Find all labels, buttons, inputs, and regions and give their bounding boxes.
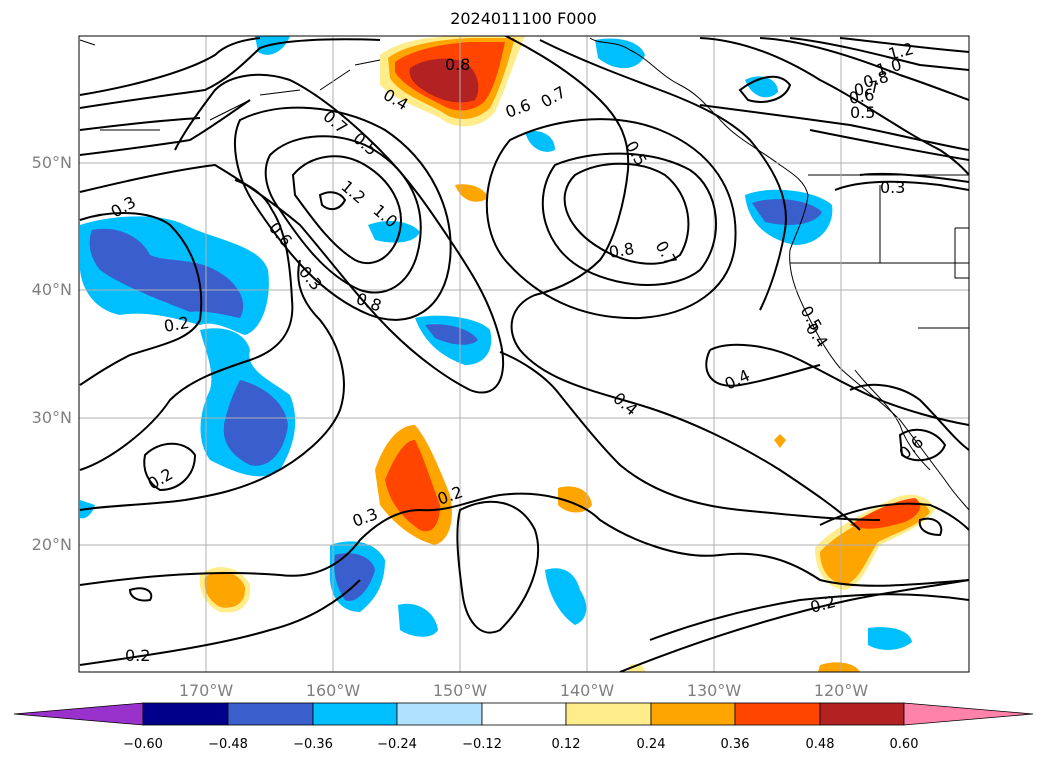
map-title: 2024011100 F000 bbox=[450, 9, 597, 28]
contour-label: 0.5 bbox=[349, 129, 381, 160]
lat-label: 30°N bbox=[31, 408, 72, 427]
contour-label: 0.6 bbox=[265, 218, 296, 250]
colorbar-tick-label: 0.36 bbox=[720, 737, 750, 752]
lat-label: 50°N bbox=[31, 153, 72, 172]
colorbar-tick-label: −0.36 bbox=[293, 737, 333, 752]
colorbar-extend-high bbox=[903, 702, 1034, 726]
contour-label: 0.4 bbox=[609, 389, 641, 420]
contour-label: 0.8 bbox=[445, 55, 470, 74]
contour-lines bbox=[79, 36, 969, 672]
colorbar-tick-label: 0.60 bbox=[889, 737, 919, 752]
lon-label: 130°W bbox=[686, 681, 742, 700]
contour-label: 0.2 bbox=[162, 313, 190, 336]
contour-label: 0.8 bbox=[607, 239, 635, 262]
colorbar-tick-label: −0.48 bbox=[208, 737, 248, 752]
colorbar-tick-label: −0.12 bbox=[462, 737, 502, 752]
colorbar-tick-label: −0.60 bbox=[123, 737, 163, 752]
lat-label: 40°N bbox=[31, 280, 72, 299]
colorbar-extend-low bbox=[13, 702, 144, 726]
lon-label: 170°W bbox=[178, 681, 234, 700]
contour-label: 0.7 bbox=[319, 107, 351, 138]
plot-area: 0.8 0.4 0.5 0.7 0.6 0.7 0.5 1.2 1.0 0.8 … bbox=[79, 36, 969, 672]
colorbar bbox=[13, 702, 1034, 726]
contour-label: 0.7 bbox=[852, 77, 880, 100]
colorbar-tick-label: 0.12 bbox=[551, 737, 581, 752]
contour-label: 0.5 bbox=[850, 103, 875, 122]
shaded-anomaly-fields bbox=[80, 36, 935, 672]
contour-label: 0.2 bbox=[125, 646, 150, 665]
contour-label: 0.6 bbox=[847, 85, 875, 108]
contour-label: 0.2 bbox=[808, 592, 838, 617]
map-frame bbox=[78, 35, 970, 673]
colorbar-tick-label: 0.48 bbox=[805, 737, 835, 752]
contour-label: 0.4 bbox=[722, 366, 753, 394]
lon-label: 140°W bbox=[559, 681, 615, 700]
lat-label: 20°N bbox=[31, 535, 72, 554]
contour-label: 0.6 bbox=[503, 95, 533, 122]
colorbar-tick-label: 0.24 bbox=[636, 737, 666, 752]
lon-label: 120°W bbox=[813, 681, 869, 700]
colorbar-tick-label: −0.24 bbox=[377, 737, 417, 752]
contour-label: 0.7 bbox=[538, 82, 570, 111]
contour-label: 0.3 bbox=[880, 178, 905, 197]
lon-label: 160°W bbox=[305, 681, 361, 700]
lon-label: 150°W bbox=[432, 681, 488, 700]
